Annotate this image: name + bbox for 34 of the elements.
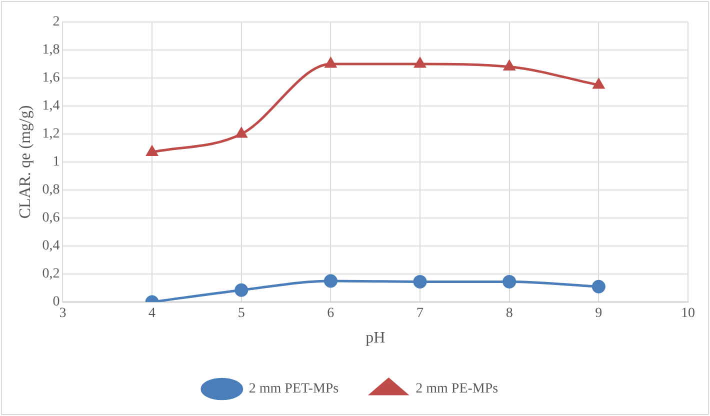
x-tick-label: 10 — [681, 306, 695, 322]
point — [146, 146, 158, 156]
y-tick-label: 1,8 — [42, 42, 60, 58]
y-tick-label: 2 — [52, 14, 60, 30]
point — [234, 283, 248, 297]
legend-label: 2 mm PET-MPs — [248, 382, 339, 397]
point — [325, 58, 336, 68]
y-tick-label: 1 — [52, 154, 60, 170]
x-tick-label: 3 — [59, 306, 66, 322]
y-tick-label: 1,2 — [42, 126, 60, 142]
point — [414, 58, 426, 68]
y-tick-label: 0,6 — [42, 210, 60, 226]
point — [502, 274, 516, 288]
x-tick-label: 8 — [506, 306, 513, 322]
legend-label: 2 mm PE-MPs — [416, 382, 498, 397]
x-axis-title: pH — [366, 330, 386, 347]
point — [236, 128, 247, 138]
point — [593, 78, 604, 89]
point — [592, 280, 606, 294]
x-tick-label: 4 — [148, 306, 156, 322]
x-tick-label: 7 — [416, 306, 424, 322]
y-tick-label: 0,8 — [42, 182, 60, 198]
point — [324, 274, 338, 288]
y-tick-label: 1,4 — [42, 98, 60, 114]
y-tick-label: 0,2 — [42, 266, 60, 282]
y-tick-label: 1,6 — [42, 70, 60, 86]
y-tick-label: 0,4 — [42, 238, 60, 254]
point — [504, 60, 515, 71]
y-axis-title: CLAR. qe (mg/g) — [16, 105, 34, 219]
x-tick-label: 6 — [327, 306, 334, 322]
x-tick-label: 5 — [238, 306, 245, 322]
x-tick-label: 9 — [595, 306, 602, 322]
y-tick-label: 0 — [52, 294, 60, 310]
point — [413, 274, 427, 288]
